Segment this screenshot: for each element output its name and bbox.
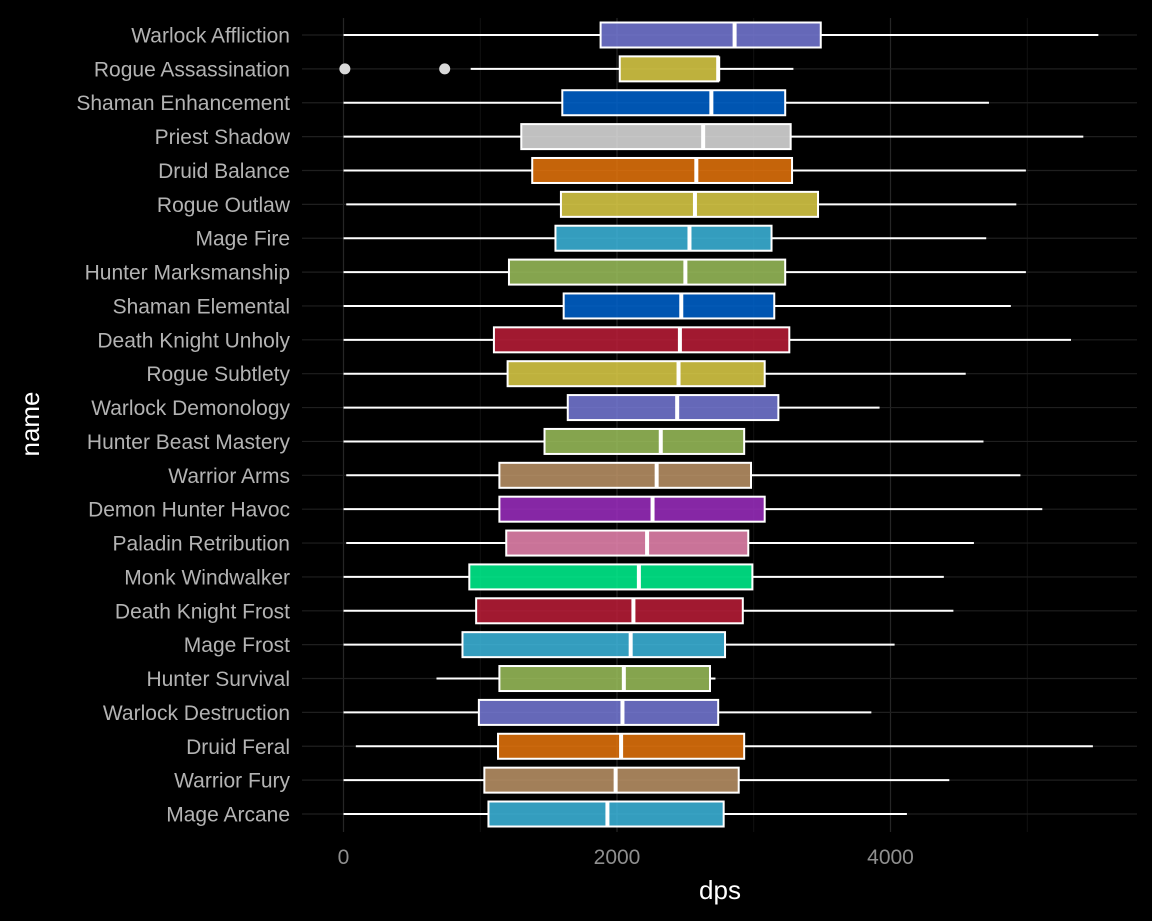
box bbox=[599, 21, 822, 49]
category-label: Death Knight Frost bbox=[115, 600, 290, 623]
box-group bbox=[343, 123, 1084, 151]
category-labels: Warlock Affliction Rogue Assassination Sha… bbox=[76, 25, 290, 827]
box-group bbox=[343, 427, 984, 455]
category-label: Druid Feral bbox=[186, 736, 290, 759]
box-group bbox=[343, 156, 1026, 184]
category-label: Warlock Affliction bbox=[131, 25, 290, 48]
box-group bbox=[346, 190, 1017, 218]
box bbox=[492, 326, 791, 354]
box-group bbox=[346, 461, 1021, 489]
box bbox=[483, 766, 740, 794]
category-label: Paladin Retribution bbox=[113, 533, 290, 556]
category-label: Druid Balance bbox=[158, 160, 290, 183]
box-group bbox=[355, 732, 1093, 760]
box-group bbox=[343, 360, 966, 388]
category-label: Priest Shadow bbox=[155, 126, 291, 149]
box bbox=[559, 190, 820, 218]
category-label: Shaman Elemental bbox=[113, 295, 290, 318]
box-group bbox=[343, 89, 989, 117]
box-group bbox=[343, 563, 944, 591]
box-group bbox=[436, 665, 716, 693]
category-label: Demon Hunter Havoc bbox=[88, 499, 290, 522]
box bbox=[561, 89, 787, 117]
box bbox=[477, 698, 720, 726]
box-group bbox=[343, 258, 1026, 286]
box bbox=[543, 427, 746, 455]
category-label: Rogue Subtlety bbox=[146, 363, 290, 386]
box bbox=[520, 123, 792, 151]
category-label: Shaman Enhancement bbox=[76, 92, 290, 115]
box bbox=[506, 360, 766, 388]
category-label: Warrior Fury bbox=[174, 770, 290, 793]
category-label: Hunter Marksmanship bbox=[85, 262, 290, 285]
category-label: Monk Windwalker bbox=[124, 566, 290, 589]
box-group bbox=[343, 698, 872, 726]
box-group bbox=[343, 292, 1011, 320]
box-group bbox=[343, 224, 987, 252]
box bbox=[498, 495, 766, 523]
category-label: Hunter Beast Mastery bbox=[87, 431, 291, 454]
box-group bbox=[339, 55, 794, 83]
outlier-point bbox=[339, 63, 351, 75]
box bbox=[498, 665, 711, 693]
x-tick-label: 0 bbox=[338, 846, 350, 869]
box bbox=[562, 292, 776, 320]
box-group bbox=[343, 597, 954, 625]
outlier-point bbox=[439, 63, 451, 75]
x-axis-ticks: 0 2000 4000 bbox=[338, 846, 914, 869]
box bbox=[461, 631, 727, 659]
box bbox=[554, 224, 773, 252]
box bbox=[566, 394, 780, 422]
category-label: Rogue Outlaw bbox=[157, 194, 291, 217]
box-layer bbox=[339, 21, 1099, 828]
category-label: Rogue Assassination bbox=[94, 58, 290, 81]
box bbox=[618, 55, 720, 83]
box bbox=[475, 597, 744, 625]
box-group bbox=[343, 631, 895, 659]
box-group bbox=[343, 394, 880, 422]
y-axis-title: name bbox=[15, 391, 45, 456]
box-group bbox=[343, 495, 1043, 523]
box-group bbox=[343, 326, 1072, 354]
box bbox=[505, 529, 750, 557]
box bbox=[498, 461, 753, 489]
category-label: Mage Arcane bbox=[166, 804, 290, 827]
x-tick-label: 4000 bbox=[867, 846, 914, 869]
category-label: Death Knight Unholy bbox=[97, 329, 290, 352]
box-group bbox=[343, 800, 907, 828]
box-group bbox=[346, 529, 974, 557]
box-group bbox=[343, 21, 1099, 49]
category-label: Warrior Arms bbox=[168, 465, 290, 488]
category-label: Warlock Destruction bbox=[103, 702, 290, 725]
box bbox=[531, 156, 794, 184]
x-tick-label: 2000 bbox=[594, 846, 641, 869]
box bbox=[468, 563, 754, 591]
box bbox=[507, 258, 787, 286]
box-group bbox=[343, 766, 950, 794]
category-label: Mage Fire bbox=[195, 228, 290, 251]
x-axis-title: dps bbox=[699, 875, 741, 905]
category-label: Mage Frost bbox=[184, 634, 290, 657]
category-label: Warlock Demonology bbox=[91, 397, 290, 420]
category-label: Hunter Survival bbox=[146, 668, 290, 691]
